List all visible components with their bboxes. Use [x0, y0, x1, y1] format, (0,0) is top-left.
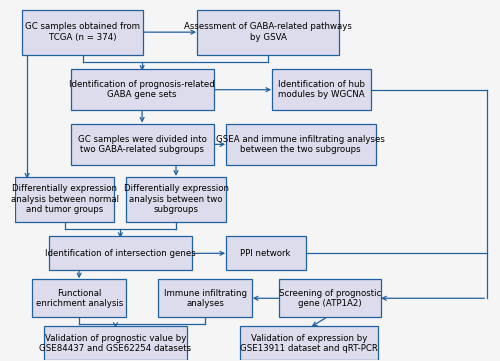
FancyBboxPatch shape: [272, 69, 371, 110]
FancyBboxPatch shape: [226, 236, 306, 270]
FancyBboxPatch shape: [22, 10, 144, 55]
Text: Identification of prognosis-related
GABA gene sets: Identification of prognosis-related GABA…: [69, 80, 215, 99]
Text: Assessment of GABA-related pathways
by GSVA: Assessment of GABA-related pathways by G…: [184, 22, 352, 42]
FancyBboxPatch shape: [49, 236, 192, 270]
Text: GC samples were divided into
two GABA-related subgroups: GC samples were divided into two GABA-re…: [78, 135, 206, 154]
FancyBboxPatch shape: [70, 69, 214, 110]
FancyBboxPatch shape: [15, 177, 114, 222]
FancyBboxPatch shape: [279, 279, 380, 317]
FancyBboxPatch shape: [126, 177, 226, 222]
Text: Immune infiltrating
analyses: Immune infiltrating analyses: [164, 288, 246, 308]
FancyBboxPatch shape: [240, 326, 378, 360]
FancyBboxPatch shape: [158, 279, 252, 317]
FancyBboxPatch shape: [32, 279, 126, 317]
Text: Validation of expression by
GSE13911 dataset and qRT-PCR: Validation of expression by GSE13911 dat…: [240, 334, 378, 353]
Text: GC samples obtained from
TCGA (n = 374): GC samples obtained from TCGA (n = 374): [26, 22, 140, 42]
FancyBboxPatch shape: [196, 10, 340, 55]
Text: Differentially expression
analysis between normal
and tumor groups: Differentially expression analysis betwe…: [10, 184, 118, 214]
Text: PPI network: PPI network: [240, 249, 291, 258]
Text: Functional
enrichment analysis: Functional enrichment analysis: [36, 288, 123, 308]
Text: Validation of prognostic value by
GSE84437 and GSE62254 datasets: Validation of prognostic value by GSE844…: [40, 334, 192, 353]
Text: Identification of hub
modules by WGCNA: Identification of hub modules by WGCNA: [278, 80, 365, 99]
Text: Differentially expression
analysis between two
subgroups: Differentially expression analysis betwe…: [124, 184, 228, 214]
Text: Screening of prognostic
gene (ATP1A2): Screening of prognostic gene (ATP1A2): [278, 288, 381, 308]
Text: Identification of intersection genes: Identification of intersection genes: [45, 249, 196, 258]
FancyBboxPatch shape: [44, 326, 187, 360]
FancyBboxPatch shape: [226, 124, 376, 165]
Text: GSEA and immune infiltrating analyses
between the two subgroups: GSEA and immune infiltrating analyses be…: [216, 135, 385, 154]
FancyBboxPatch shape: [70, 124, 214, 165]
